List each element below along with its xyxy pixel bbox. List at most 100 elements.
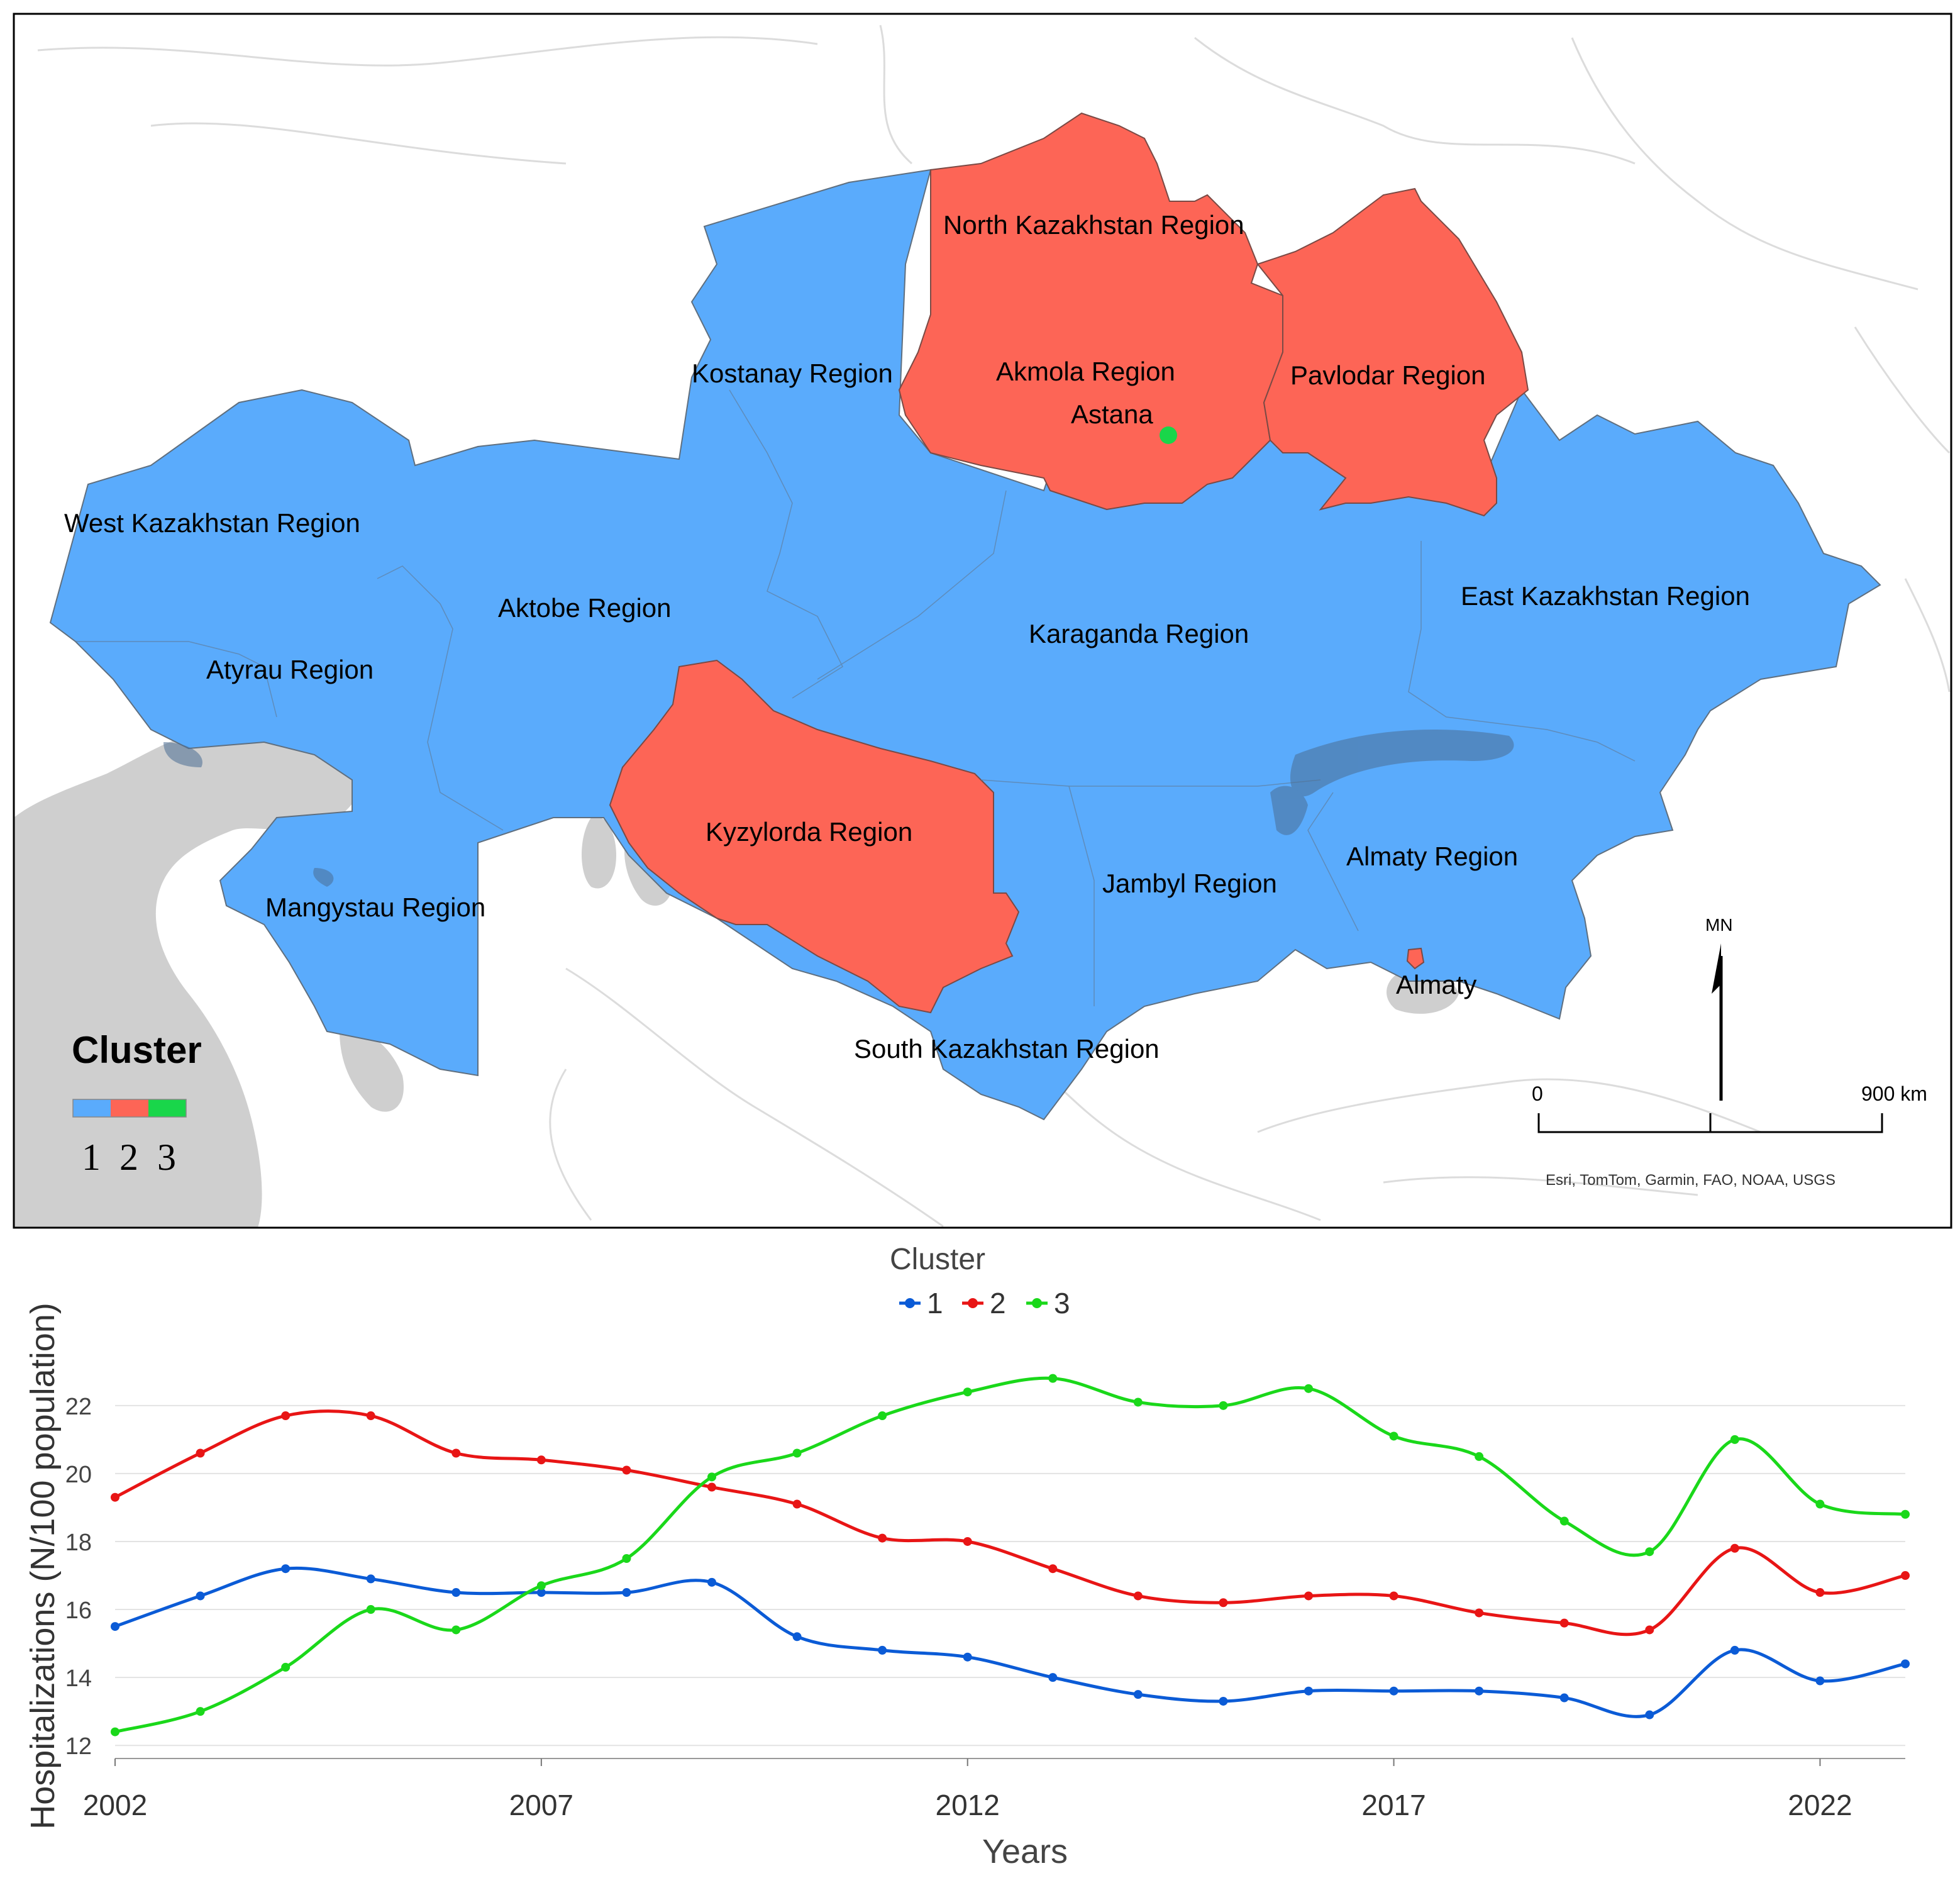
data-point: [707, 1577, 716, 1587]
x-tick-label: 2017: [1361, 1789, 1426, 1821]
data-point: [366, 1411, 375, 1421]
label-almaty-city: Almaty: [1396, 970, 1476, 999]
map-frame: [13, 13, 1952, 1229]
north-arrow: MN: [1705, 915, 1733, 1101]
chart-legend: 1 2 3: [899, 1287, 1070, 1320]
region-kyzylorda: [609, 659, 1020, 1014]
north-arrow-icon: [1712, 943, 1721, 994]
region-almaty-city: [1406, 947, 1425, 970]
legend-label-1: 1: [927, 1287, 943, 1320]
data-point: [1559, 1618, 1569, 1628]
x-tick-labels: 2002 2007 2012 2017 2022: [83, 1759, 1852, 1821]
label-south-kazakhstan: South Kazakhstan Region: [854, 1034, 1160, 1064]
y-tick-label: 22: [65, 1394, 92, 1420]
legend-swatch-1: [73, 1099, 111, 1117]
x-tick-label: 2022: [1788, 1789, 1852, 1821]
data-point: [536, 1588, 546, 1597]
data-point: [196, 1707, 205, 1716]
data-point: [792, 1499, 802, 1509]
map-panel: North Kazakhstan Region Kostanay Region …: [13, 13, 1952, 1229]
data-point: [622, 1554, 631, 1563]
data-point: [1219, 1696, 1228, 1706]
label-north-kazakhstan: North Kazakhstan Region: [943, 210, 1244, 240]
data-point: [1475, 1452, 1484, 1461]
data-point: [281, 1564, 291, 1574]
legend-marker-2: [968, 1298, 978, 1308]
data-point: [963, 1387, 972, 1397]
y-tick-label: 14: [65, 1665, 92, 1692]
region-pavlodar: [1256, 187, 1529, 517]
series-2: [111, 1409, 1910, 1636]
data-point: [196, 1591, 205, 1601]
label-pavlodar: Pavlodar Region: [1290, 360, 1486, 390]
legend-label-2: 2: [990, 1287, 1006, 1320]
data-point: [1475, 1608, 1484, 1618]
data-point: [1389, 1431, 1398, 1441]
data-point: [281, 1662, 291, 1672]
x-tick-label: 2012: [936, 1789, 1000, 1821]
label-west-kazakhstan: West Kazakhstan Region: [64, 508, 360, 538]
label-kostanay: Kostanay Region: [692, 358, 893, 388]
data-point: [1730, 1435, 1739, 1444]
x-tick-label: 2002: [83, 1789, 147, 1821]
scale-start-label: 0: [1532, 1082, 1543, 1105]
y-tick-labels: 12 14 16 18 20 22: [65, 1394, 92, 1760]
legend-marker-3: [1032, 1298, 1042, 1308]
data-point: [1645, 1625, 1654, 1635]
series-3: [111, 1374, 1910, 1736]
chart-gridlines: [115, 1404, 1905, 1759]
data-point: [1048, 1673, 1058, 1682]
label-jambyl: Jambyl Region: [1102, 869, 1277, 898]
data-point: [366, 1605, 375, 1614]
label-atyrau: Atyrau Region: [206, 655, 374, 684]
data-point: [1304, 1591, 1313, 1601]
label-akmola: Akmola Region: [996, 357, 1175, 386]
data-point: [1901, 1571, 1910, 1581]
data-point: [1730, 1645, 1739, 1655]
data-point: [622, 1465, 631, 1475]
internal-boundaries: [75, 389, 1636, 1006]
legend-label-3: 3: [1054, 1287, 1070, 1320]
legend-marker-1: [905, 1298, 915, 1308]
label-kyzylorda: Kyzylorda Region: [706, 817, 912, 847]
data-point: [1901, 1509, 1910, 1519]
scale-end-label: 900 km: [1861, 1082, 1927, 1105]
x-tick-label: 2007: [509, 1789, 573, 1821]
data-point: [707, 1472, 716, 1482]
legend-label-3: 3: [157, 1136, 176, 1178]
label-almaty-region: Almaty Region: [1346, 842, 1518, 871]
chart-series: [111, 1374, 1910, 1736]
cluster-2-regions: [609, 112, 1529, 1014]
y-tick-label: 16: [65, 1597, 92, 1624]
data-point: [963, 1652, 972, 1662]
data-point: [1645, 1710, 1654, 1720]
data-point: [1133, 1397, 1143, 1407]
data-point: [792, 1448, 802, 1458]
y-tick-label: 12: [65, 1733, 92, 1760]
data-point: [1475, 1686, 1484, 1696]
map-attribution: Esri, TomTom, Garmin, FAO, NOAA, USGS: [1546, 1172, 1835, 1189]
legend-swatch-3: [148, 1099, 186, 1117]
legend-title: Cluster: [72, 1029, 202, 1071]
data-point: [111, 1727, 119, 1736]
data-point: [1815, 1676, 1825, 1686]
legend-swatch-2: [111, 1099, 148, 1117]
series-line-1: [114, 1566, 1906, 1718]
data-point: [878, 1645, 887, 1655]
data-point: [878, 1411, 887, 1421]
y-tick-label: 20: [65, 1462, 92, 1488]
label-east-kazakhstan: East Kazakhstan Region: [1461, 581, 1750, 611]
series-line-3: [114, 1376, 1906, 1734]
data-point: [1219, 1401, 1228, 1410]
data-point: [1219, 1598, 1228, 1608]
region-north-kazakhstan-akmola: [898, 112, 1283, 511]
data-point: [111, 1492, 119, 1502]
north-arrow-label: MN: [1705, 915, 1733, 935]
label-mangystau: Mangystau Region: [265, 892, 485, 922]
region-astana: [1160, 426, 1177, 444]
data-point: [1304, 1384, 1313, 1393]
data-point: [1389, 1591, 1398, 1601]
data-point: [963, 1536, 972, 1546]
data-point: [878, 1533, 887, 1543]
data-point: [707, 1482, 716, 1492]
